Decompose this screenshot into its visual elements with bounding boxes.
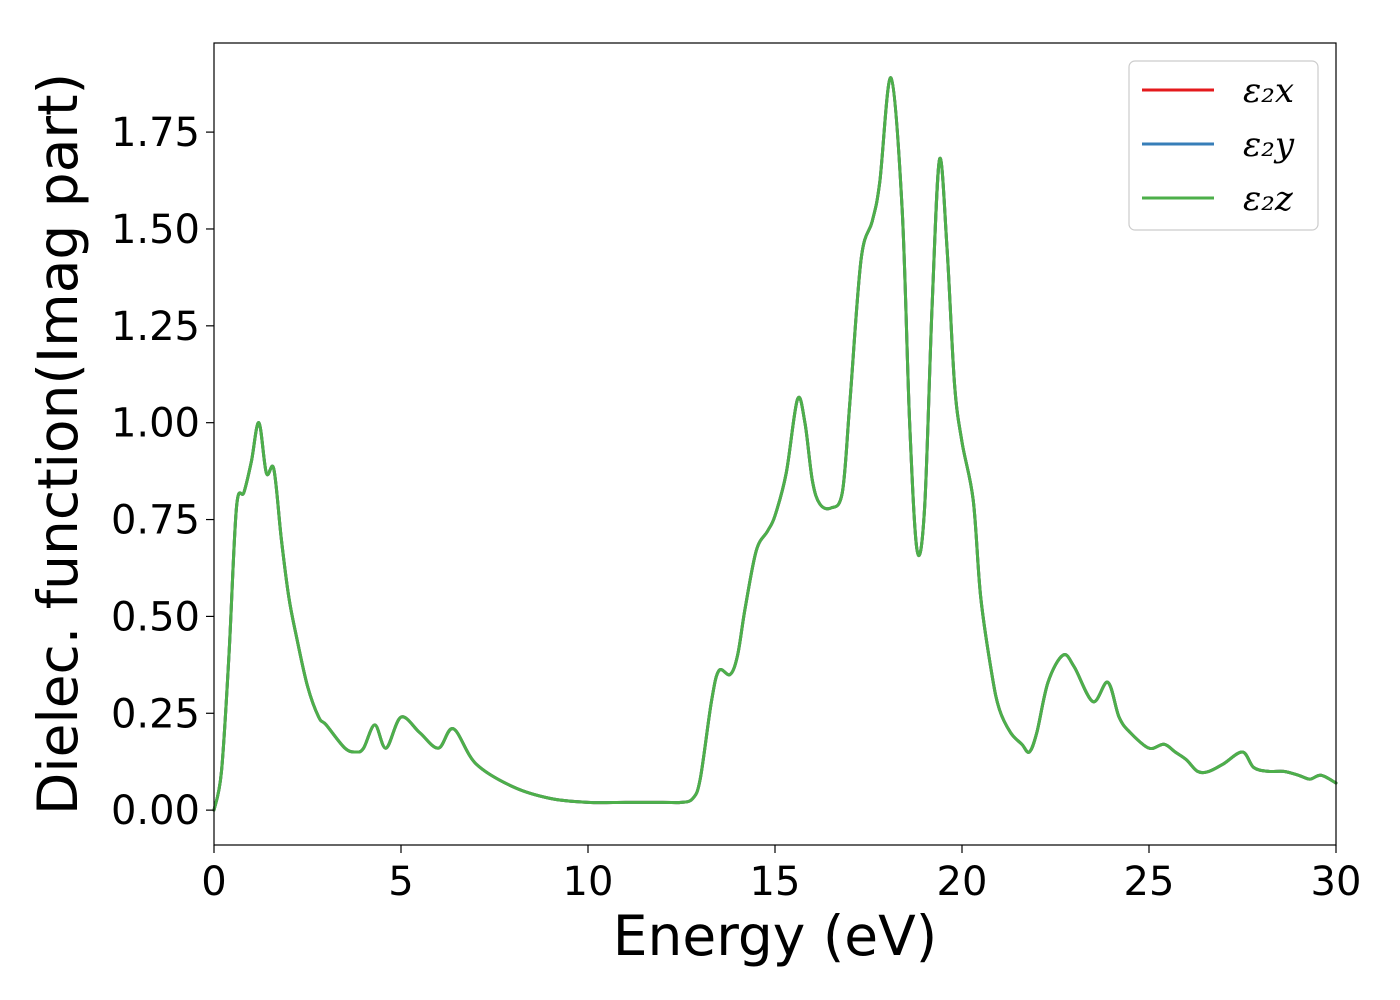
y-tick-label: 1.00	[111, 401, 200, 447]
y-tick-label: 1.50	[111, 207, 200, 253]
x-tick-label: 5	[388, 859, 413, 905]
legend-label-1: ε₂x	[1243, 71, 1294, 111]
x-axis-title: Energy (eV)	[613, 904, 937, 968]
x-tick-label: 30	[1311, 859, 1362, 905]
x-axis-ticks: 0 5 10 15 20 25 30	[201, 845, 1361, 905]
x-tick-label: 10	[563, 859, 614, 905]
y-tick-label: 0.00	[111, 788, 200, 834]
y-tick-label: 0.50	[111, 594, 200, 640]
series-line-3	[212, 76, 1338, 812]
legend-entries: ε₂x ε₂y ε₂z	[1142, 71, 1295, 219]
x-tick-label: 20	[937, 859, 988, 905]
x-tick-label: 0	[201, 859, 226, 905]
legend: ε₂x ε₂y ε₂z	[1128, 60, 1319, 231]
legend-label-2: ε₂y	[1243, 125, 1295, 165]
x-tick-label: 15	[750, 859, 801, 905]
y-axis-ticks: 0.00 0.25 0.50 0.75 1.00 1.25 1.50 1.75	[111, 110, 214, 834]
x-tick-label: 25	[1124, 859, 1175, 905]
series-layer	[212, 76, 1338, 812]
y-tick-label: 1.25	[111, 304, 200, 350]
y-tick-label: 1.75	[111, 110, 200, 156]
legend-box	[1128, 60, 1319, 231]
y-tick-label: 0.25	[111, 691, 200, 737]
y-tick-label: 0.75	[111, 498, 200, 544]
y-axis-title: Dielec. function(Imag part)	[26, 73, 90, 815]
legend-label-3: ε₂z	[1243, 179, 1294, 219]
